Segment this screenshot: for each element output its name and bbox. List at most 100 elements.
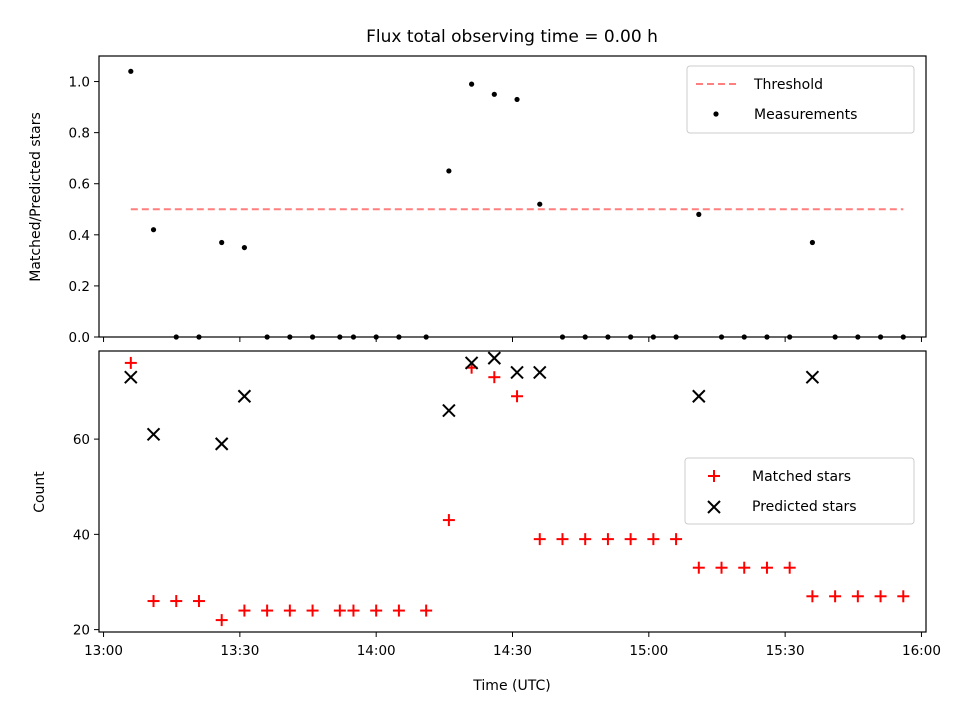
predicted-star-stroke-b	[124, 370, 138, 384]
predicted-star-stroke-b	[510, 365, 524, 380]
matched-star-point	[147, 595, 160, 608]
legend-predicted-swatch	[707, 500, 721, 514]
matched-star-point	[261, 604, 274, 617]
legend-matched-label: Matched stars	[752, 469, 851, 485]
legend-measurements-label: Measurements	[754, 107, 857, 123]
predicted-star-stroke-b	[533, 365, 547, 380]
matched-star-point	[333, 604, 346, 617]
predicted-star-stroke-b	[805, 370, 820, 384]
matched-star-point	[124, 356, 137, 369]
measurement-point	[537, 201, 543, 207]
predicted-star-point	[237, 389, 252, 403]
top-y-tick-label: 1.0	[69, 75, 90, 91]
matched-star-point	[715, 561, 728, 574]
bottom-legend-box	[684, 457, 915, 525]
measurement-point	[469, 81, 475, 87]
legend-threshold-label: Threshold	[753, 77, 823, 93]
matched-star-point	[851, 590, 864, 603]
matched-star-point	[306, 604, 319, 617]
bottom-y-tick-label: 40	[73, 527, 90, 543]
matched-star-point	[283, 604, 296, 617]
matched-star-point	[420, 604, 433, 617]
top-y-tick-label: 0.8	[69, 126, 90, 142]
predicted-star-stroke-b	[214, 437, 229, 451]
top-y-axis-label: Matched/Predicted stars	[28, 112, 44, 282]
top-y-tick-label: 0.2	[69, 279, 90, 295]
matched-star-point	[170, 595, 183, 608]
measurement-point	[696, 211, 702, 217]
measurement-point	[491, 91, 497, 97]
matched-star-point	[670, 533, 683, 546]
matched-star-point	[192, 595, 205, 608]
x-tick-label: 16:00	[902, 643, 941, 659]
predicted-star-point	[510, 365, 524, 380]
predicted-star-point	[124, 370, 138, 384]
x-tick-label: 15:30	[766, 643, 805, 659]
x-tick-label: 14:00	[357, 643, 396, 659]
predicted-star-point	[692, 389, 706, 403]
matched-star-point	[874, 590, 887, 603]
measurement-point	[241, 244, 248, 251]
predicted-star-point	[464, 356, 479, 370]
top-y-tick-label: 0.0	[69, 330, 90, 346]
top-panel: 0.0 0.2 0.4 0.6 0.8 1.0 Matched/Predicted sta…	[28, 55, 927, 346]
matched-star-point	[624, 533, 637, 546]
matched-star-point	[215, 614, 228, 627]
top-axes-frame	[98, 55, 927, 338]
bottom-legend: Matched stars Predicted stars	[684, 457, 915, 525]
bottom-panel: 13:00 13:30 14:00 14:30 15:00 15:30 16:00 20 40 6…	[32, 350, 941, 694]
predicted-star-stroke-b	[487, 351, 502, 365]
bottom-axes-frame	[98, 350, 927, 633]
matched-star-point	[392, 604, 405, 617]
matched-star-point	[442, 514, 455, 527]
matched-star-point	[806, 590, 819, 603]
matched-star-point	[647, 533, 660, 546]
matched-star-point	[738, 561, 751, 574]
matched-star-point	[347, 604, 360, 617]
predicted-star-stroke-b	[442, 403, 456, 418]
bottom-y-tick-label: 20	[73, 623, 90, 639]
predicted-star-stroke-b	[464, 356, 479, 370]
predicted-star-point	[214, 437, 229, 451]
predicted-star-stroke-b	[146, 427, 161, 442]
measurement-point	[514, 96, 520, 103]
matched-star-point	[511, 390, 524, 403]
predicted-star-point	[487, 351, 502, 365]
x-tick-label: 14:30	[493, 643, 532, 659]
measurement-point	[446, 168, 452, 174]
predicted-star-point	[805, 370, 820, 384]
predicted-star-point	[533, 365, 547, 380]
predicted-star-stroke-b	[692, 389, 706, 403]
matched-star-point	[556, 533, 569, 546]
measurement-point	[150, 227, 157, 233]
matched-star-point	[783, 561, 796, 574]
matched-star-point	[760, 561, 773, 574]
x-tick-label: 15:00	[629, 643, 668, 659]
matched-star-point	[533, 533, 546, 546]
bottom-y-tick-label: 60	[73, 432, 90, 448]
top-y-tick-label: 0.6	[69, 177, 90, 193]
predicted-star-point	[442, 403, 456, 418]
measurement-point	[219, 239, 225, 246]
x-axis-label: Time (UTC)	[472, 678, 550, 694]
legend-matched-swatch	[708, 470, 720, 482]
top-legend-box	[686, 65, 915, 134]
bottom-y-axis-label: Count	[32, 471, 48, 513]
top-legend: Threshold Measurements	[686, 65, 915, 134]
predicted-star-point	[146, 427, 161, 442]
predicted-star-points	[124, 351, 820, 451]
legend-measurements-swatch	[713, 111, 719, 117]
bottom-ticks: 13:00 13:30 14:00 14:30 15:00 15:30 16:00 20 40 6…	[73, 432, 941, 659]
matched-star-point	[370, 604, 383, 617]
measurement-point	[809, 239, 816, 246]
matched-star-point	[692, 561, 705, 574]
matched-star-point	[829, 590, 842, 603]
chart-title: Flux total observing time = 0.00 h	[366, 27, 658, 47]
matched-star-point	[238, 604, 251, 617]
matched-star-point	[897, 590, 910, 603]
top-y-tick-label: 0.4	[69, 228, 90, 244]
top-ticks: 0.0 0.2 0.4 0.6 0.8 1.0	[69, 75, 922, 346]
x-tick-label: 13:30	[220, 643, 259, 659]
measurement-point	[128, 68, 134, 74]
